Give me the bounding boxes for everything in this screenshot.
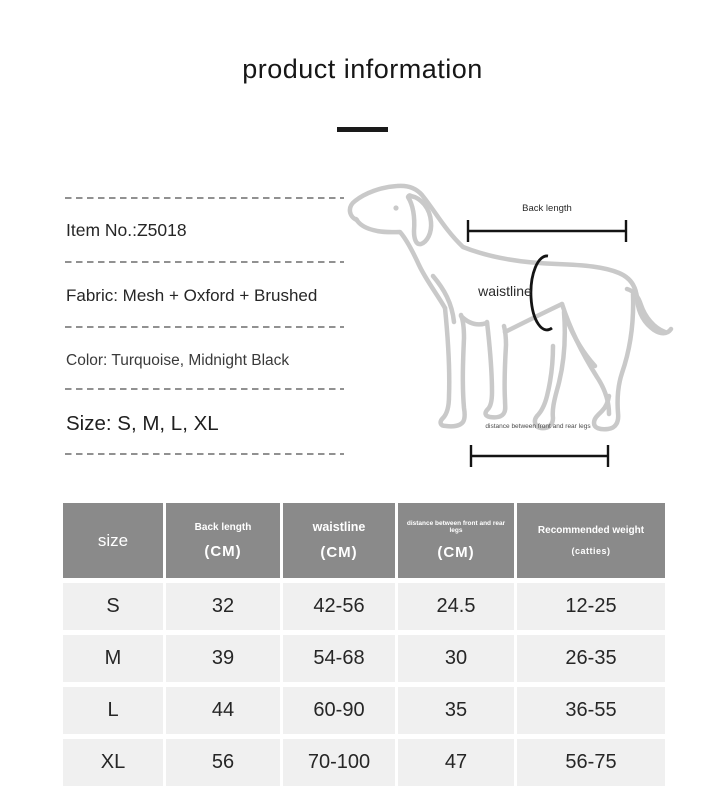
leg-distance-label: distance between front and rear legs [485, 423, 591, 430]
item-number-text: Item No.:Z5018 [66, 220, 187, 240]
cell-m-distance: 30 [398, 635, 514, 682]
dog-body-outline [347, 183, 674, 336]
dog-tail-inner [624, 286, 668, 335]
cell-xl-waistline: 70-100 [283, 739, 395, 786]
divider-dashed [65, 326, 344, 328]
header-waistline: waistline (CM) [283, 503, 395, 578]
cell-m-back-length: 39 [166, 635, 280, 682]
cell-l-weight: 36-55 [517, 687, 665, 734]
header-size-label: size [97, 531, 129, 550]
header-waistline-label: waistline [312, 520, 366, 535]
dog-measurement-diagram: Back length waistline distance between f… [345, 170, 725, 500]
waistline-arc [529, 254, 553, 332]
header-recommended-weight-unit: (catties) [571, 545, 611, 556]
back-length-label: Back length [522, 203, 572, 214]
cell-size-s: S [63, 583, 163, 630]
dog-neck-chest [353, 216, 448, 311]
cell-l-back-length: 44 [166, 687, 280, 734]
header-recommended-weight-label: Recommended weight [537, 524, 645, 536]
dog-front-leg-far [483, 319, 509, 420]
dog-thigh-line [564, 317, 598, 369]
size-table: size Back length (CM) waistline (CM) dis… [63, 503, 665, 786]
fabric-text: Fabric: Mesh + Oxford + Brushed [66, 286, 318, 305]
cell-size-l: L [63, 687, 163, 734]
dog-outline-illustration [347, 183, 674, 467]
divider-dashed [65, 261, 344, 263]
divider-dashed [65, 388, 344, 390]
page-title: product information [242, 54, 483, 84]
header-back-length-label: Back length [194, 521, 252, 533]
header-back-length-unit: (CM) [204, 542, 242, 560]
cell-m-waistline: 54-68 [283, 635, 395, 682]
header-leg-distance-unit: (CM) [437, 544, 475, 561]
header-back-length: Back length (CM) [166, 503, 280, 578]
cell-s-distance: 24.5 [398, 583, 514, 630]
header-leg-distance: distance between front and rear legs (CM… [398, 503, 514, 578]
cell-l-distance: 35 [398, 687, 514, 734]
divider-dashed [65, 453, 344, 455]
cell-m-weight: 26-35 [517, 635, 665, 682]
title-underline [337, 127, 388, 132]
cell-xl-distance: 47 [398, 739, 514, 786]
dog-ear [405, 193, 434, 247]
header-recommended-weight: Recommended weight (catties) [517, 503, 665, 578]
cell-s-waistline: 42-56 [283, 583, 395, 630]
dog-front-leg-near [438, 305, 467, 429]
header-leg-distance-label: distance between front and rear legs [406, 520, 506, 534]
divider-dashed [65, 197, 344, 199]
size-text: Size: S, M, L, XL [66, 412, 219, 435]
dog-hind-leg-near-back [591, 291, 636, 432]
header-size: size [63, 503, 163, 578]
waistline-label: waistline [478, 283, 532, 299]
color-text: Color: Turquoise, Midnight Black [66, 352, 290, 369]
cell-size-m: M [63, 635, 163, 682]
dog-eye [393, 205, 399, 211]
cell-l-waistline: 60-90 [283, 687, 395, 734]
dog-hind-leg-far [532, 309, 567, 431]
dog-shoulder-line [430, 273, 457, 325]
cell-size-xl: XL [63, 739, 163, 786]
dog-belly-line [502, 301, 565, 335]
dog-chest-bottom [458, 313, 490, 327]
cell-xl-weight: 56-75 [517, 739, 665, 786]
header-waistline-unit: (CM) [320, 543, 358, 561]
cell-s-weight: 12-25 [517, 583, 665, 630]
cell-xl-back-length: 56 [166, 739, 280, 786]
cell-s-back-length: 32 [166, 583, 280, 630]
